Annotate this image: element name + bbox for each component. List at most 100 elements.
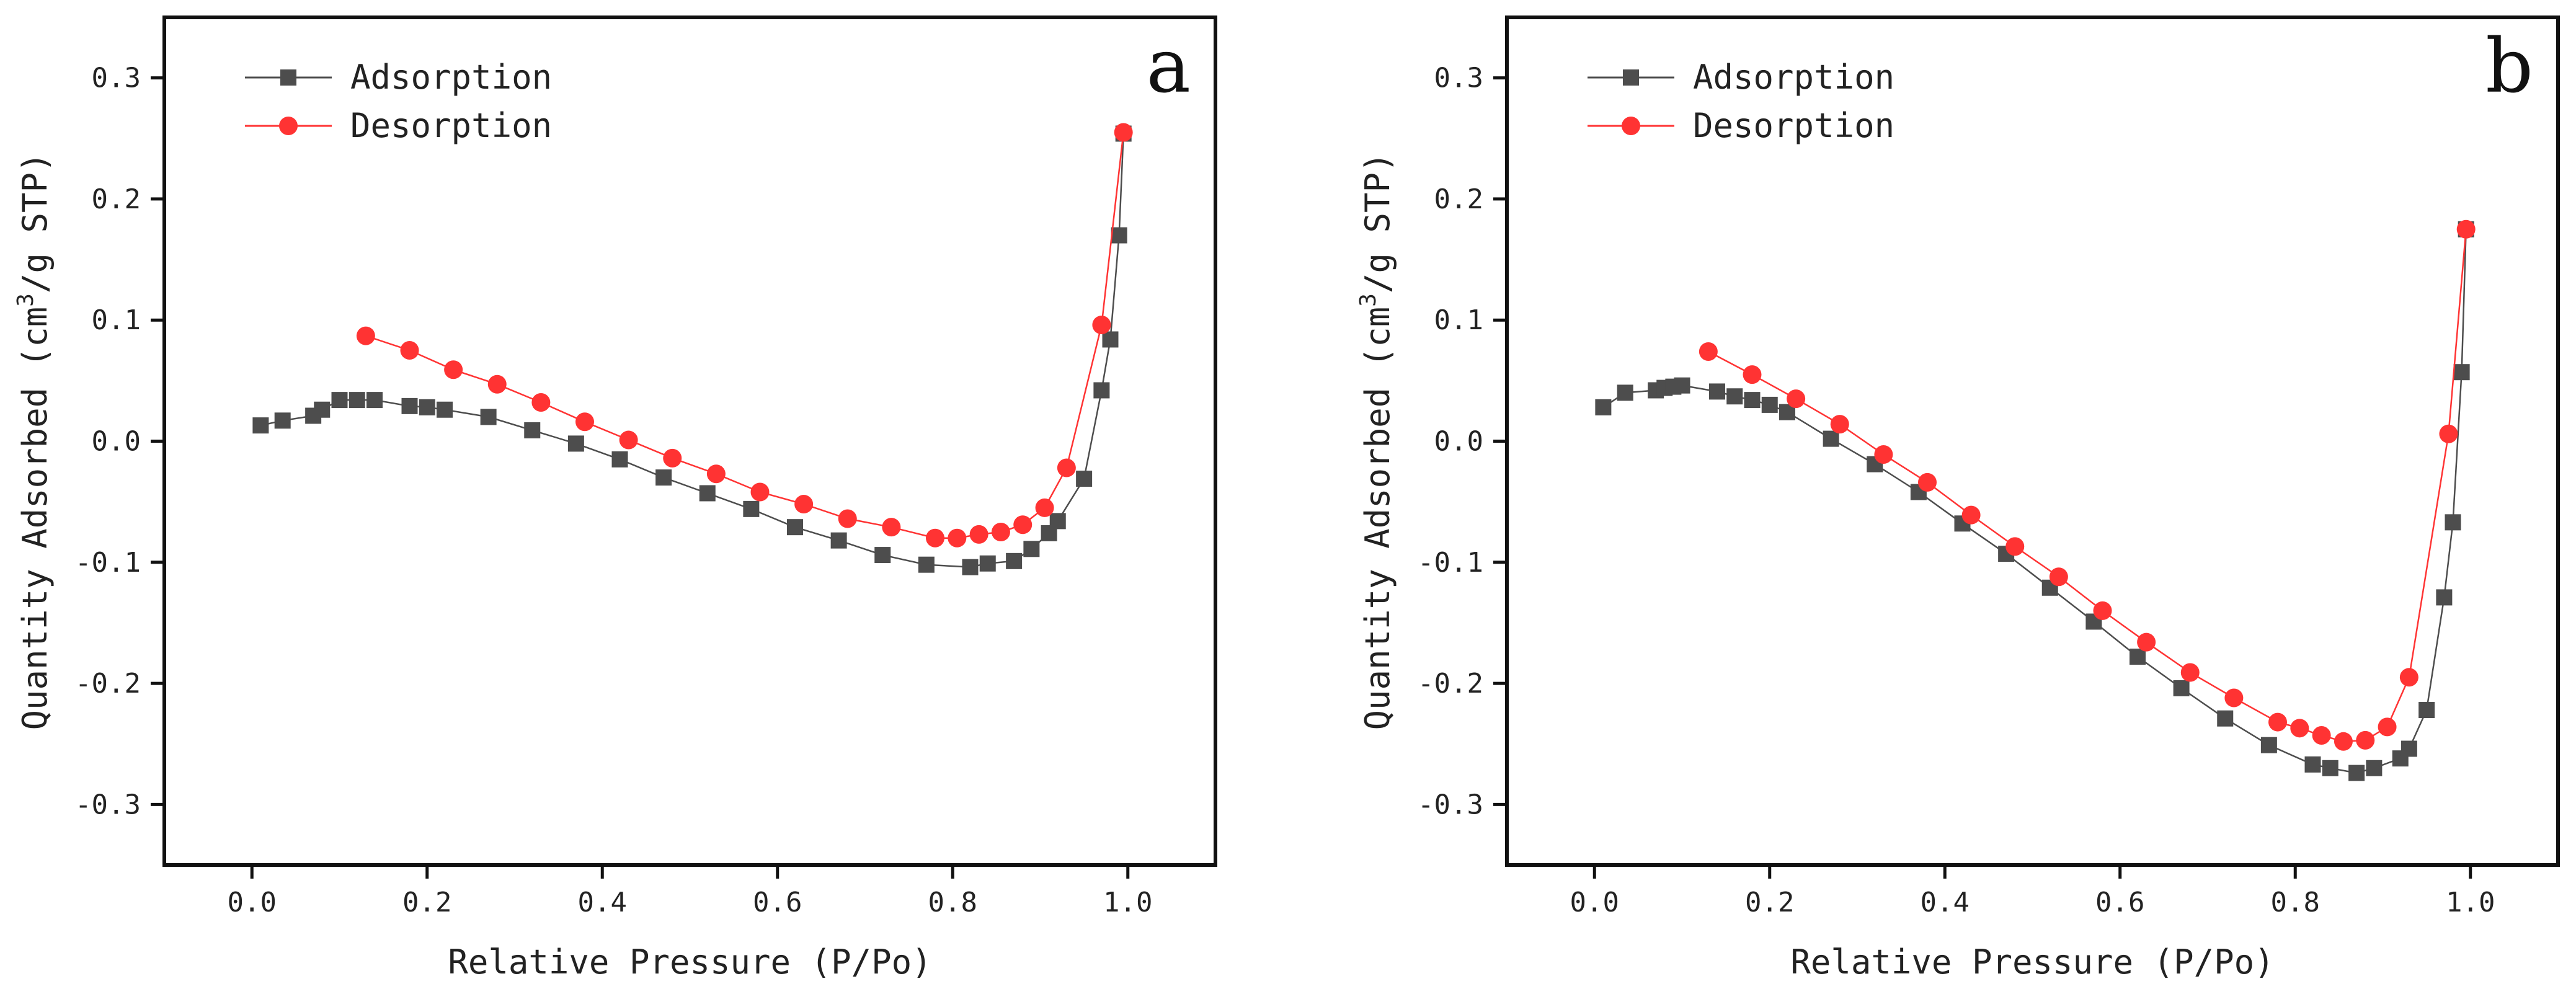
legend-label: Desorption — [1693, 106, 1894, 145]
y-tick-label: -0.3 — [75, 789, 141, 820]
y-tick-label: 0.1 — [1434, 304, 1483, 336]
data-point-adsorption — [2401, 740, 2417, 757]
legend-square-marker-icon — [280, 69, 296, 86]
data-point-adsorption — [1102, 331, 1119, 348]
x-tick-label: 0.6 — [2095, 887, 2144, 918]
data-point-desorption — [1918, 472, 1937, 492]
data-point-adsorption — [2130, 649, 2146, 665]
x-tick-label: 0.8 — [2271, 887, 2320, 918]
data-point-desorption — [2456, 220, 2476, 239]
data-point-desorption — [619, 430, 638, 450]
y-axis-title-main: Quantity Adsorbed (cm — [1358, 307, 1397, 730]
data-point-adsorption — [274, 412, 291, 429]
y-tick-label: 0.2 — [1434, 184, 1483, 215]
y-tick-label: -0.3 — [1418, 789, 1483, 820]
chart-panel-b: 0.0 0.2 0.4 0.6 0.8 1.0 -0.3 -0.2 -0.1 0.0 0.1 0.2 0… — [1356, 16, 2560, 982]
x-tick-label: 0.6 — [753, 887, 802, 918]
data-point-adsorption — [1049, 513, 1066, 530]
x-tick-label: 0.2 — [402, 887, 451, 918]
data-point-desorption — [2378, 717, 2397, 737]
plot-frame — [1505, 16, 2560, 867]
data-point-adsorption — [743, 500, 760, 517]
y-tick-label: 0.0 — [92, 426, 141, 458]
data-point-adsorption — [567, 435, 584, 452]
y-tick-label: 0.3 — [92, 63, 141, 94]
data-point-adsorption — [480, 409, 497, 425]
data-point-desorption — [487, 375, 507, 394]
legend-circle-marker-icon — [279, 117, 298, 135]
y-tick-label: -0.1 — [75, 547, 141, 579]
data-point-adsorption — [787, 519, 803, 536]
x-tick-label: 0.4 — [578, 887, 627, 918]
data-point-desorption — [882, 518, 901, 537]
data-point-desorption — [400, 341, 419, 360]
y-tick-label: -0.2 — [75, 668, 141, 699]
data-point-desorption — [2439, 424, 2458, 443]
series-line-desorption — [1708, 229, 2467, 743]
data-point-desorption — [1830, 415, 1849, 434]
data-point-adsorption — [962, 559, 979, 575]
x-tick-label: 0.4 — [1921, 887, 1970, 918]
y-tick-label: 0.0 — [1434, 426, 1483, 458]
y-tick-label: 0.3 — [1434, 63, 1483, 94]
series-line-adsorption — [260, 133, 1124, 568]
y-axis-title-tail: /g STP) — [16, 153, 55, 294]
data-point-adsorption — [1744, 392, 1761, 409]
legend: Adsorption Desorption — [245, 58, 552, 145]
y-axis-title-tail: /g STP) — [1358, 153, 1397, 294]
x-tick-label: 0.8 — [928, 887, 977, 918]
data-point-desorption — [2049, 567, 2068, 587]
data-point-adsorption — [2260, 737, 2277, 753]
data-point-desorption — [2356, 730, 2375, 750]
data-point-adsorption — [2348, 765, 2365, 781]
data-point-adsorption — [1709, 383, 1725, 400]
data-point-desorption — [1874, 445, 1893, 464]
data-point-adsorption — [611, 451, 628, 468]
plot-frame — [162, 16, 1217, 867]
y-tick-label: 0.2 — [92, 184, 141, 215]
legend-label: Adsorption — [350, 58, 552, 97]
data-point-desorption — [2224, 688, 2244, 707]
data-point-adsorption — [699, 485, 716, 502]
data-point-adsorption — [918, 556, 935, 573]
data-point-desorption — [838, 509, 857, 528]
series-line-adsorption — [1602, 229, 2467, 774]
x-tick-label: 1.0 — [2446, 887, 2495, 918]
data-point-desorption — [1035, 498, 1054, 517]
x-tick-label: 0.2 — [1745, 887, 1794, 918]
y-axis-title-superscript: 3 — [13, 293, 38, 307]
data-point-adsorption — [1595, 399, 1612, 415]
legend-circle-marker-icon — [1622, 117, 1640, 135]
data-point-adsorption — [2173, 680, 2190, 696]
data-point-adsorption — [252, 417, 269, 434]
data-point-adsorption — [2418, 702, 2435, 719]
x-axis-title: Relative Pressure (P/Po) — [1790, 942, 2274, 982]
data-point-adsorption — [401, 397, 418, 414]
data-point-adsorption — [419, 399, 435, 415]
legend-square-marker-icon — [1623, 69, 1639, 86]
data-point-desorption — [531, 393, 551, 412]
data-point-desorption — [1092, 316, 1111, 335]
data-point-adsorption — [830, 532, 847, 549]
data-point-desorption — [948, 528, 967, 548]
data-point-adsorption — [2304, 756, 2321, 773]
data-point-adsorption — [1111, 227, 1127, 244]
data-point-desorption — [2137, 632, 2156, 652]
data-point-adsorption — [979, 555, 996, 572]
data-point-adsorption — [2445, 514, 2461, 531]
y-axis-title: Quantity Adsorbed (cm3/g STP) — [1356, 153, 1397, 730]
data-point-desorption — [575, 412, 594, 432]
legend-label: Desorption — [350, 106, 552, 145]
data-point-desorption — [1961, 505, 1981, 525]
data-point-desorption — [1743, 365, 1762, 384]
data-point-adsorption — [1023, 541, 1040, 557]
data-point-adsorption — [314, 401, 331, 418]
data-point-adsorption — [2436, 589, 2453, 606]
data-point-adsorption — [1726, 388, 1743, 405]
data-point-adsorption — [655, 469, 672, 486]
y-axis-title: Quantity Adsorbed (cm3/g STP) — [13, 153, 55, 730]
data-point-desorption — [663, 448, 682, 468]
data-point-adsorption — [1006, 552, 1023, 569]
panel-letter: a — [1146, 24, 1191, 110]
